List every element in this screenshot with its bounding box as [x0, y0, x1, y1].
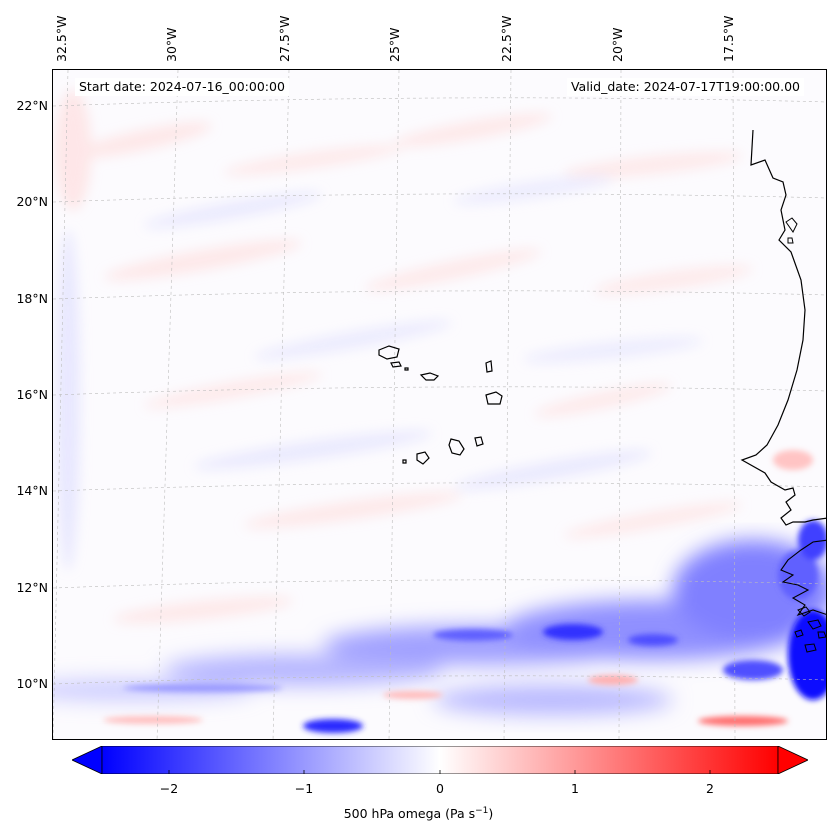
colorbar-label-text: 500 hPa omega (Pa s — [343, 806, 476, 822]
lat-tick-label: 16°N — [16, 387, 48, 402]
colorbar-extend-high — [777, 746, 808, 774]
lat-tick-label: 20°N — [16, 194, 48, 209]
omega-field — [53, 70, 826, 739]
colorbar-label-exponent: −1 — [475, 806, 489, 816]
coastline-africa — [740, 129, 826, 526]
start-date-label: Start date: 2024-07-16_00:00:00 — [75, 78, 289, 96]
lon-tick-label: 25°W — [387, 27, 402, 62]
map-panel[interactable]: Start date: 2024-07-16_00:00:00 Valid_da… — [52, 69, 827, 740]
lon-tick-label: 27.5°W — [277, 15, 292, 62]
lon-tick-label: 30°W — [164, 27, 179, 62]
colorbar-label: 500 hPa omega (Pa s−1) — [0, 806, 837, 821]
coastline-guinea-bissau — [780, 539, 826, 617]
colorbar-ticks — [168, 770, 711, 774]
colorbar — [72, 746, 808, 774]
colorbar-tick-label: 2 — [706, 781, 714, 796]
lat-tick-label: 22°N — [16, 98, 48, 113]
colorbar-extend-low — [72, 746, 103, 774]
colorbar-tick-label: −2 — [159, 781, 179, 796]
colorbar-tick-label: 1 — [571, 781, 579, 796]
lon-tick-label: 20°W — [610, 27, 625, 62]
cape-verde-islands — [378, 345, 503, 465]
colorbar-label-close: ) — [488, 806, 494, 822]
weak-ascent-areas — [56, 176, 703, 570]
strong-ascent-cells — [123, 520, 826, 733]
lon-tick-label: 17.5°W — [721, 15, 736, 62]
colorbar-gradient — [101, 746, 779, 774]
lat-tick-label: 12°N — [16, 580, 48, 595]
colorbar-tick-label: −1 — [294, 781, 314, 796]
lon-tick-label: 22.5°W — [499, 15, 514, 62]
lat-tick-label: 18°N — [16, 291, 48, 306]
subsidence-cells — [103, 450, 813, 726]
lat-tick-label: 10°N — [16, 676, 48, 691]
lat-tick-label: 14°N — [16, 483, 48, 498]
colorbar-tick-label: 0 — [436, 781, 444, 796]
valid-date-label: Valid_date: 2024-07-17T19:00:00.00 — [566, 78, 804, 96]
lon-tick-label: 32.5°W — [54, 15, 69, 62]
coastal-islands — [785, 217, 826, 653]
ascent-band-south — [53, 540, 826, 715]
graticule — [53, 70, 826, 739]
